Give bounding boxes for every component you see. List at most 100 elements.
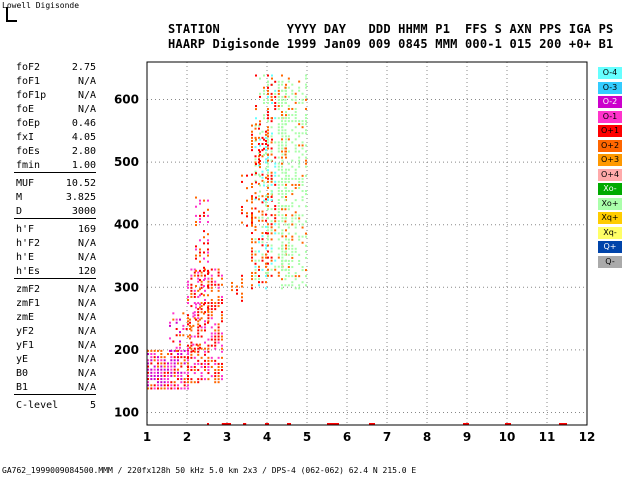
data-point (265, 201, 267, 204)
data-point (177, 359, 179, 362)
data-point (287, 244, 290, 247)
data-point (258, 278, 260, 281)
data-point (265, 262, 267, 265)
data-point (214, 302, 217, 305)
data-point (285, 192, 287, 195)
data-point (199, 303, 201, 306)
data-point (267, 126, 269, 129)
data-point (189, 318, 191, 321)
data-point (281, 259, 283, 262)
data-point (255, 108, 257, 111)
data-point (173, 362, 176, 365)
data-point (301, 266, 304, 269)
data-point (177, 349, 179, 352)
param-name-19: yF1 (16, 340, 35, 351)
data-point (274, 156, 277, 159)
data-point (298, 144, 301, 147)
data-point (265, 195, 267, 198)
data-point (204, 378, 206, 381)
data-point (217, 283, 220, 286)
data-point (277, 220, 280, 223)
data-point (263, 74, 265, 77)
data-point (274, 89, 277, 92)
data-point (277, 274, 280, 277)
param-value-4: 0.46 (71, 118, 96, 129)
data-point (277, 92, 280, 95)
data-point (207, 321, 209, 324)
data-point (277, 247, 280, 250)
data-point (153, 384, 156, 387)
x-tick-label: 7 (383, 430, 391, 444)
data-point (204, 341, 206, 344)
data-point (207, 311, 210, 314)
data-point (259, 153, 261, 156)
data-point (193, 365, 196, 368)
data-point (270, 229, 273, 232)
data-point (285, 83, 287, 86)
data-point (210, 332, 213, 335)
data-point (190, 369, 193, 372)
data-point (301, 153, 304, 156)
data-point (210, 344, 213, 347)
data-point (197, 289, 200, 292)
param-name-20: yE (16, 354, 29, 365)
param-value-8: 10.52 (65, 178, 96, 189)
data-point (180, 365, 183, 368)
data-point (254, 136, 257, 139)
data-point (187, 350, 189, 353)
data-point (189, 321, 191, 324)
data-point (175, 318, 178, 321)
data-point (261, 130, 264, 133)
data-point (200, 280, 203, 283)
data-point (274, 80, 277, 83)
data-point (172, 312, 175, 315)
baseline-mark (369, 423, 375, 425)
data-point (305, 193, 307, 196)
data-point (231, 285, 233, 288)
data-point (277, 256, 280, 259)
data-point (284, 180, 287, 183)
data-point (301, 126, 304, 129)
data-point (285, 144, 287, 147)
data-point (267, 232, 269, 235)
data-point (207, 251, 209, 254)
x-tick-label: 6 (343, 430, 351, 444)
data-point (255, 138, 257, 141)
header-line-2: HAARP Digisonde 1999 Jan09 009 0845 MMM … (168, 37, 614, 51)
data-point (193, 381, 196, 384)
data-point (203, 285, 205, 288)
data-point (173, 384, 176, 387)
data-point (221, 375, 223, 378)
data-point (270, 174, 273, 177)
data-point (157, 387, 159, 390)
data-point (305, 114, 307, 117)
data-point (187, 368, 189, 371)
data-point (170, 349, 173, 352)
data-point (251, 124, 253, 127)
data-point (291, 202, 294, 205)
data-point (305, 129, 307, 132)
data-point (177, 387, 179, 390)
data-point (277, 156, 280, 159)
data-point (287, 272, 290, 275)
data-point (177, 384, 179, 387)
data-point (214, 347, 217, 350)
data-point (255, 74, 257, 77)
data-point (241, 278, 243, 281)
param-divider (14, 278, 96, 279)
data-point (210, 305, 213, 308)
data-point (267, 165, 269, 168)
data-point (153, 353, 156, 356)
data-point (281, 205, 283, 208)
data-point (203, 257, 205, 260)
data-point (163, 365, 166, 368)
data-point (217, 356, 220, 359)
x-tick-label: 2 (183, 430, 191, 444)
data-point (180, 387, 183, 390)
data-point (177, 374, 179, 377)
data-point (190, 347, 193, 350)
data-point (203, 199, 205, 202)
data-point (274, 208, 277, 211)
data-point (265, 253, 267, 256)
data-point (207, 248, 209, 251)
